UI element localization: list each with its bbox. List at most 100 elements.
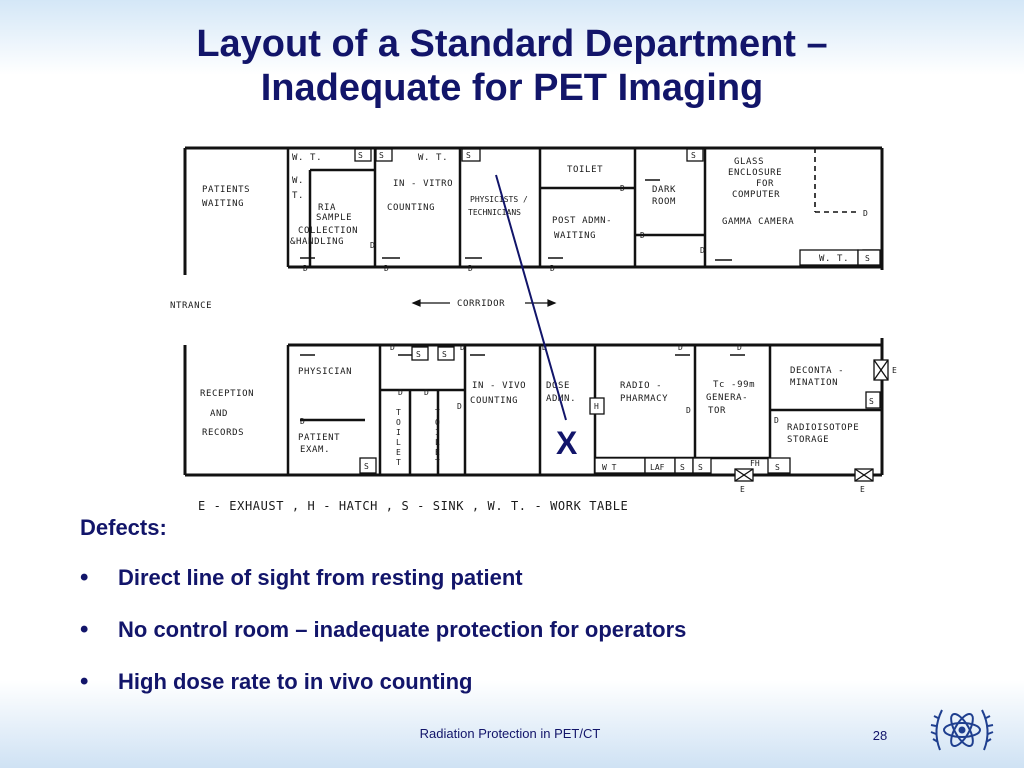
label-tc-1: Tc -99m (713, 380, 755, 390)
label-decon-2: MINATION (790, 378, 838, 388)
toilet-letter: E (396, 448, 401, 457)
sink-label: S (865, 254, 870, 263)
toilet-letter: O (396, 418, 401, 427)
toilet-letter: I (435, 428, 440, 437)
fixtures (354, 148, 881, 474)
label-dark-room-2: ROOM (652, 197, 676, 207)
page-number: 28 (872, 728, 888, 743)
floor-plan-diagram: PATIENTS WAITING W. T. W. T. S S RIA SAM… (170, 140, 900, 520)
plan-legend: E - EXHAUST , H - HATCH , S - SINK , W. … (198, 499, 628, 513)
bullet-icon: • (80, 564, 89, 591)
door-label: D (737, 343, 742, 352)
label-glass-3: FOR (756, 179, 774, 189)
sink-label: S (379, 151, 384, 160)
exhaust-label: E (740, 485, 745, 494)
door-label: D (424, 388, 429, 397)
label-work-table-3: W. T. (819, 254, 849, 264)
toilet-letter: L (396, 438, 401, 447)
label-toilet: TOILET (567, 165, 603, 175)
toilet-vertical-left: T O I L E T (396, 408, 401, 467)
label-corridor: CORRIDOR (457, 299, 505, 309)
defects-list: • Direct line of sight from resting patie… (80, 560, 960, 716)
label-decon-1: DECONTA - (790, 366, 844, 376)
label-invitro-1: IN - VITRO (393, 179, 453, 189)
footer-text: Radiation Protection in PET/CT (419, 726, 601, 741)
fume-hood-label: FH (750, 459, 760, 468)
label-work-table-1: W. T. (292, 153, 322, 163)
door-label: D (678, 343, 683, 352)
corridor-arrows (411, 299, 557, 307)
bullet-icon: • (80, 616, 89, 643)
exhaust-label: E (860, 485, 865, 494)
door-label: D (686, 406, 691, 415)
label-patient-exam-2: EXAM. (300, 445, 330, 455)
label-reception-1: RECEPTION (200, 389, 254, 399)
hatch-label: H (594, 402, 599, 411)
door-label: D (390, 343, 395, 352)
laf-label: LAF (650, 463, 665, 472)
sink-label: S (442, 350, 447, 359)
sink-label: S (691, 151, 696, 160)
label-ria-1: RIA (318, 203, 336, 213)
door-label: D (303, 264, 308, 273)
toilet-letter: T (435, 458, 440, 467)
door-label: D (863, 209, 868, 218)
label-physicists-2: TECHNICIANS (468, 208, 521, 217)
title-line-1: Layout of a Standard Department – (196, 23, 828, 65)
toilet-letter: I (396, 428, 401, 437)
label-patients-waiting-1: PATIENTS (202, 185, 250, 195)
label-reception-2: AND (210, 409, 228, 419)
toilet-letter: T (396, 458, 401, 467)
sink-label: S (364, 462, 369, 471)
defect-text: High dose rate to in vivo counting (118, 669, 473, 694)
bullet-icon: • (80, 668, 89, 695)
door-label: D (550, 264, 555, 273)
sink-label: S (466, 151, 471, 160)
label-invitro-2: COUNTING (387, 203, 435, 213)
door-label: D (640, 231, 645, 240)
toilet-letter: T (396, 408, 401, 417)
label-physicists-1: PHYSICISTS / (470, 195, 528, 204)
upper-walls (286, 148, 707, 267)
floor-plan-svg: PATIENTS WAITING W. T. W. T. S S RIA SAM… (170, 140, 900, 520)
label-invivo-1: IN - VIVO (472, 381, 526, 391)
exhaust-label: E (892, 366, 897, 375)
label-dark-room-1: DARK (652, 185, 676, 195)
line-of-sight (495, 174, 567, 421)
exhaust-symbols (734, 359, 889, 482)
sink-label: S (358, 151, 363, 160)
label-radioisotope-1: RADIOISOTOPE (787, 423, 859, 433)
sink-label: S (680, 463, 685, 472)
glass-enclosure (814, 148, 860, 213)
label-work-table-lower: W T (602, 463, 617, 472)
label-patient-exam-1: PATIENT (298, 433, 340, 443)
label-glass-2: ENCLOSURE (728, 168, 782, 178)
door-swings (300, 179, 745, 356)
sink-label: S (698, 463, 703, 472)
label-tc-2: GENERA- (706, 393, 748, 403)
label-tc-3: TOR (708, 406, 726, 416)
label-entrance: NTRANCE (170, 301, 212, 311)
defects-heading: Defects: (80, 515, 167, 540)
label-physician: PHYSICIAN (298, 367, 352, 377)
door-label: D (457, 402, 462, 411)
door-label: D (370, 241, 375, 250)
title-line-2: Inadequate for PET Imaging (260, 67, 764, 109)
door-label: D (700, 246, 705, 255)
plan-background (170, 140, 900, 520)
corridor-walls (288, 265, 882, 347)
defect-item: • High dose rate to in vivo counting (80, 664, 960, 716)
door-label: D (620, 184, 625, 193)
label-invivo-2: COUNTING (470, 396, 518, 406)
label-post-admin-2: WAITING (554, 231, 596, 241)
label-ria-4: &HANDLING (290, 237, 344, 247)
label-radiopharmacy-1: RADIO - (620, 381, 662, 391)
label-dose-1: DOSE (546, 381, 570, 391)
toilet-letter: T (435, 408, 440, 417)
defect-item: • No control room – inadequate protection… (80, 612, 960, 664)
door-label: D (774, 416, 779, 425)
toilet-letter: O (435, 418, 440, 427)
label-patients-waiting-2: WAITING (202, 199, 244, 209)
label-reception-3: RECORDS (202, 428, 244, 438)
label-wt-vertical-1: W. (292, 176, 304, 186)
